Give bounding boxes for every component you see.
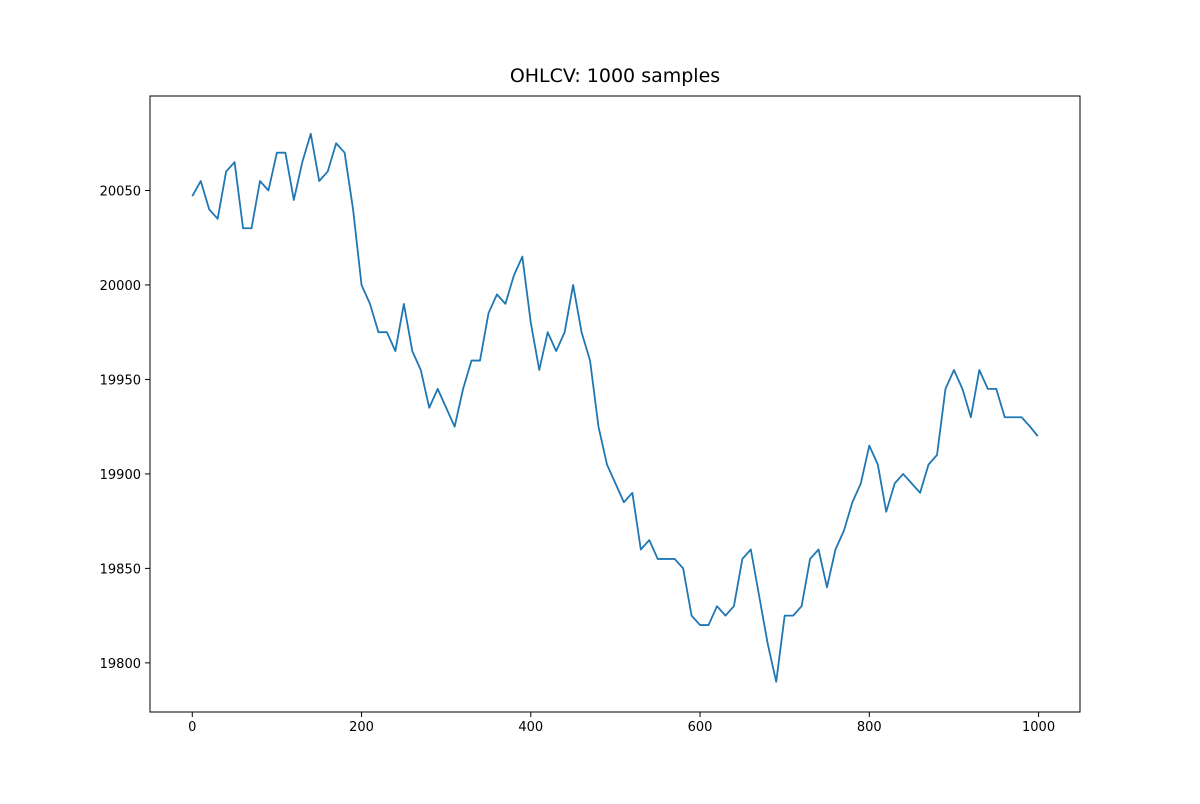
x-tick-label: 0 xyxy=(188,720,196,735)
plot-frame xyxy=(149,95,1081,713)
x-tick-label: 800 xyxy=(857,720,882,735)
x-tick-label: 600 xyxy=(688,720,713,735)
y-tick-label: 19850 xyxy=(100,562,141,577)
y-tick-label: 19900 xyxy=(100,468,141,483)
x-tick-label: 1000 xyxy=(1022,720,1055,735)
y-tick-label: 19800 xyxy=(100,657,141,672)
y-tick-label: 19950 xyxy=(100,373,141,388)
chart-title: OHLCV: 1000 samples xyxy=(510,65,720,87)
x-tick-label: 200 xyxy=(349,720,374,735)
x-tick-label: 400 xyxy=(518,720,543,735)
y-tick-label: 20050 xyxy=(100,184,141,199)
data-line xyxy=(191,132,1039,683)
y-tick-label: 20000 xyxy=(100,279,141,294)
